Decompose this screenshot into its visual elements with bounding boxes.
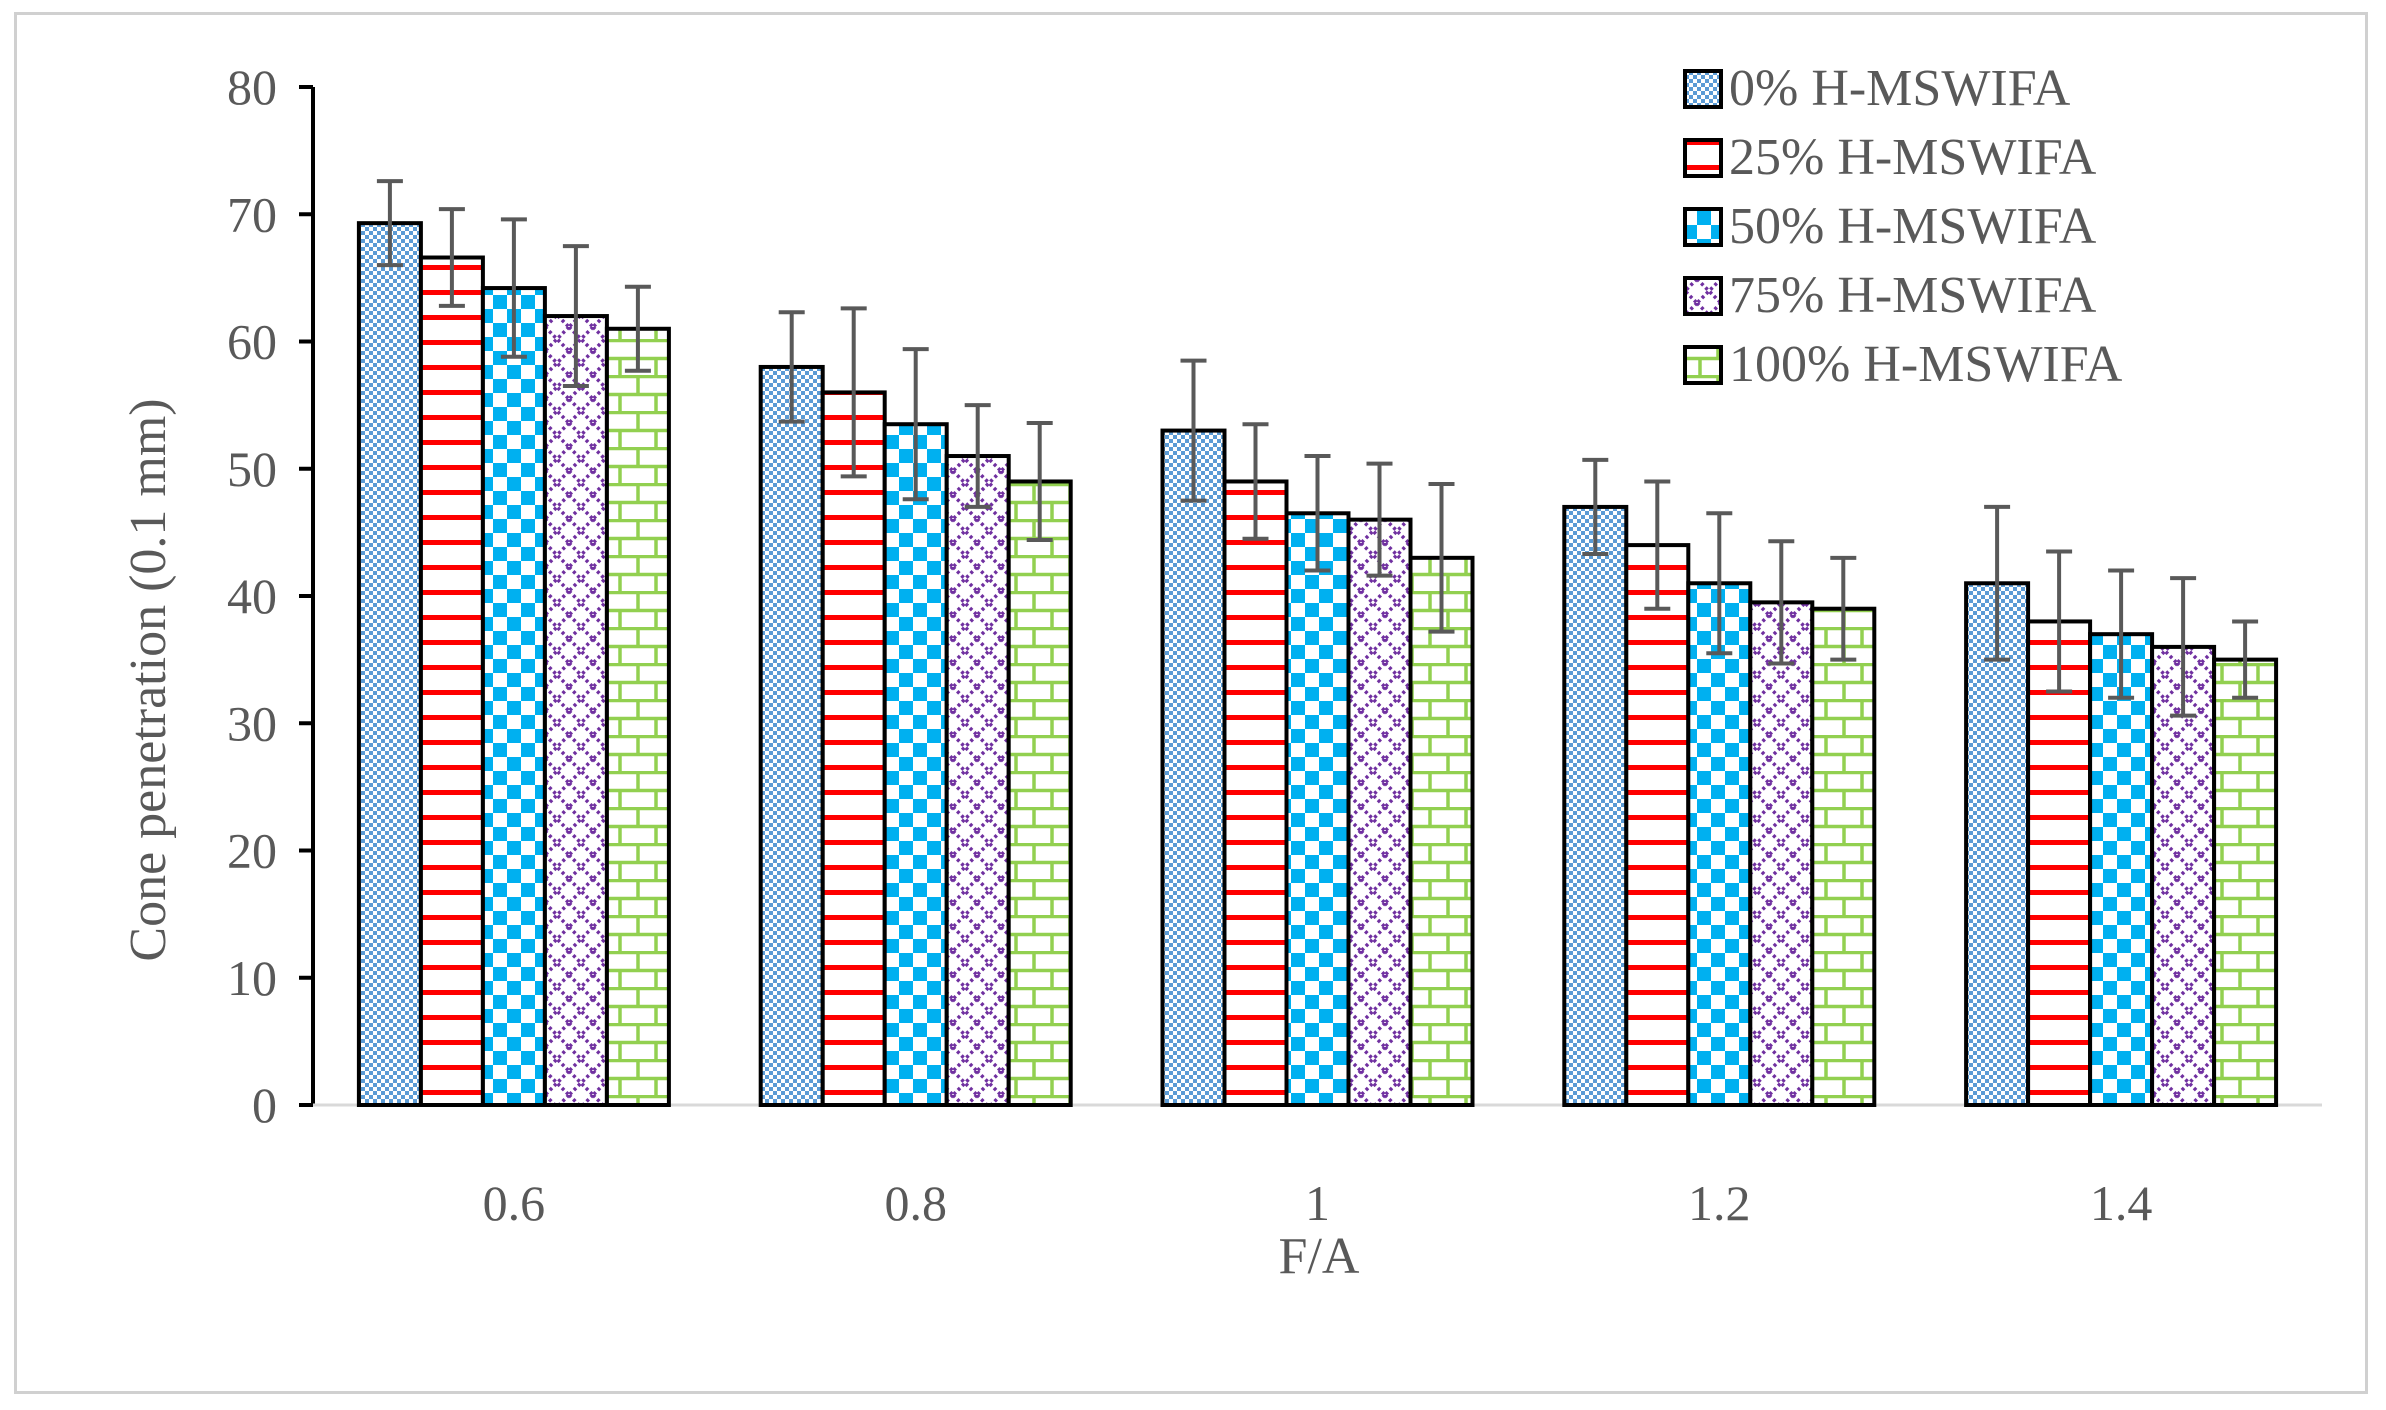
x-tick-label: 1.2 (1688, 1175, 1751, 1231)
legend-label: 0% H-MSWIFA (1729, 60, 2071, 117)
y-tick-label: 70 (227, 186, 277, 242)
x-axis-title: F/A (1279, 1228, 1360, 1285)
legend-label: 50% H-MSWIFA (1729, 198, 2097, 255)
chart-svg: 0 10 20 30 40 50 60 70 80 0.6 0.8 1 1.2 1.4 Cone pen… (120, 59, 2322, 1285)
bar-75-h-mswifa-0_8 (944, 454, 1011, 1107)
y-tick-label: 30 (227, 695, 277, 751)
bar-0-h-mswifa-0_6 (356, 221, 423, 1108)
bar-0-h-mswifa-1 (1160, 428, 1227, 1107)
x-axis: 0.6 0.8 1 1.2 1.4 (313, 1103, 2322, 1231)
bar-100-h-mswifa-1_2 (1810, 606, 1877, 1107)
legend-label: 75% H-MSWIFA (1729, 267, 2097, 324)
y-axis-title: Cone penetration (0.1 mm) (120, 398, 177, 961)
bar-50-h-mswifa-1 (1284, 511, 1351, 1108)
y-tick-label: 40 (227, 568, 277, 624)
bar-75-h-mswifa-1_2 (1748, 600, 1815, 1107)
legend-swatch (1683, 276, 1723, 316)
legend-swatch (1683, 207, 1723, 247)
x-tick-label: 0.6 (483, 1175, 546, 1231)
bar-25-h-mswifa-1_4 (2026, 619, 2093, 1107)
bar-100-h-mswifa-0_8 (1006, 479, 1073, 1108)
chart-frame: 0 10 20 30 40 50 60 70 80 0.6 0.8 1 1.2 1.4 Cone pen… (14, 12, 2368, 1394)
legend-swatch (1683, 138, 1723, 178)
bar-100-h-mswifa-1_4 (2212, 657, 2279, 1107)
legend-swatch (1683, 345, 1723, 385)
bar-0-h-mswifa-1_2 (1562, 504, 1629, 1107)
bar-25-h-mswifa-0_8 (820, 390, 887, 1107)
legend: 0% H-MSWIFA 25% H-MSWIFA 50% H-MSWIFA 75% H… (1683, 60, 2123, 393)
bar-50-h-mswifa-0_8 (882, 422, 949, 1107)
y-tick-label: 60 (227, 314, 277, 370)
bar-25-h-mswifa-1_2 (1624, 543, 1691, 1107)
y-tick-label: 20 (227, 823, 277, 879)
bar-50-h-mswifa-0_6 (480, 286, 547, 1107)
bar-25-h-mswifa-0_6 (418, 255, 485, 1107)
y-tick-label: 50 (227, 441, 277, 497)
y-tick-label: 80 (227, 59, 277, 115)
x-tick-label: 1.4 (2090, 1175, 2153, 1231)
legend-swatch (1683, 69, 1723, 109)
error-bars (376, 179, 2259, 718)
x-tick-label: 1 (1305, 1175, 1330, 1231)
bar-0-h-mswifa-0_8 (758, 364, 825, 1107)
bar-100-h-mswifa-0_6 (604, 326, 671, 1107)
x-tick-label: 0.8 (884, 1175, 947, 1231)
bar-75-h-mswifa-1 (1346, 517, 1413, 1107)
y-tick-label: 10 (227, 950, 277, 1006)
bar-50-h-mswifa-1_2 (1686, 581, 1753, 1107)
legend-label: 25% H-MSWIFA (1729, 129, 2097, 186)
y-axis: 0 10 20 30 40 50 60 70 80 (227, 59, 315, 1133)
legend-label: 100% H-MSWIFA (1729, 336, 2123, 393)
bar-100-h-mswifa-1 (1408, 555, 1475, 1107)
y-tick-label: 0 (252, 1077, 277, 1133)
bars (356, 221, 2279, 1108)
bar-50-h-mswifa-1_4 (2088, 632, 2155, 1107)
bar-25-h-mswifa-1 (1222, 479, 1289, 1108)
bar-75-h-mswifa-0_6 (542, 314, 609, 1107)
